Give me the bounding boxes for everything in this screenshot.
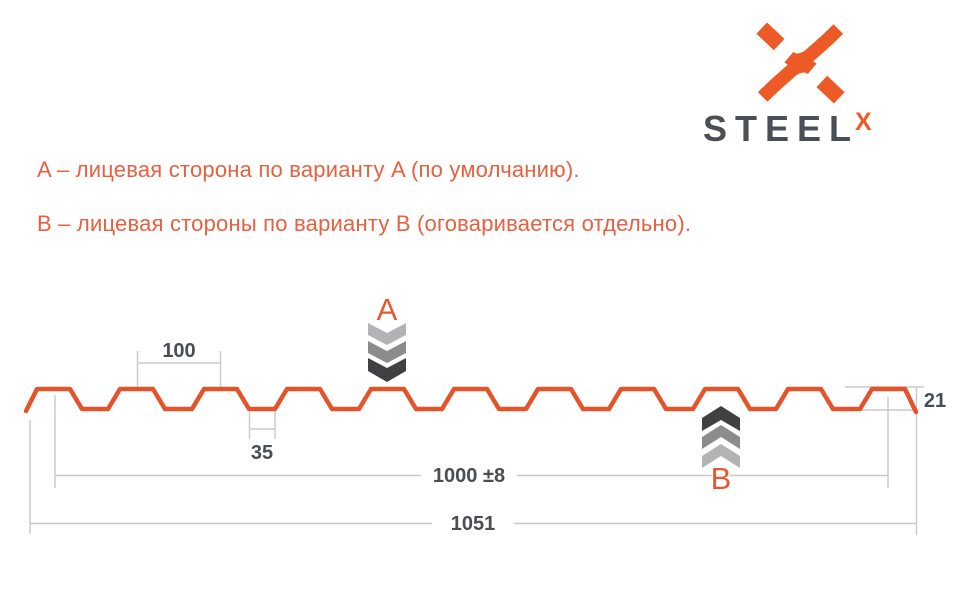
logo-x-top-left-arm	[756, 22, 785, 51]
variant-a-chevron-dark-icon	[368, 358, 406, 382]
logo-brand-text: STEEL	[703, 108, 860, 149]
profile-height-value: 21	[924, 390, 946, 412]
note-variant-a: A – лицевая сторона по варианту A (по ум…	[37, 157, 580, 182]
variant-a-marker: A	[368, 291, 406, 382]
variant-a-chevron-mid-icon	[368, 341, 406, 363]
logo-x-upper-s-hook	[784, 24, 844, 68]
variant-a-chevron-light-icon	[368, 323, 406, 345]
dimension-lines	[29, 351, 924, 535]
variant-b-label: B	[711, 461, 732, 496]
variant-b-chevron-dark-icon	[702, 406, 740, 431]
variant-a-label: A	[377, 292, 398, 327]
rib-bottom-width-value: 35	[251, 442, 273, 464]
variant-b-chevron-mid-icon	[702, 425, 740, 449]
variant-b-chevron-light-icon	[702, 444, 740, 468]
working-width-value: 1000 ±8	[433, 465, 505, 487]
corrugated-sheet-profile-line	[23, 386, 919, 415]
logo-brand-sup-x: X	[855, 108, 872, 136]
logo-wordmark: STEELX	[703, 108, 915, 150]
logo-x-lower-s-hook	[757, 58, 817, 102]
note-variant-b: B – лицевая стороны по варианту B (огова…	[37, 211, 692, 236]
logo: STEELX	[700, 18, 915, 150]
variant-b-marker: B	[702, 406, 740, 498]
rib-pitch-value: 100	[162, 340, 195, 362]
steelx-x-logo-icon	[756, 22, 845, 104]
overall-width-value: 1051	[451, 513, 496, 535]
logo-x-bottom-right-arm	[816, 75, 845, 104]
dimension-labels: 100 35 21 1000 ±8 1051	[162, 340, 946, 535]
